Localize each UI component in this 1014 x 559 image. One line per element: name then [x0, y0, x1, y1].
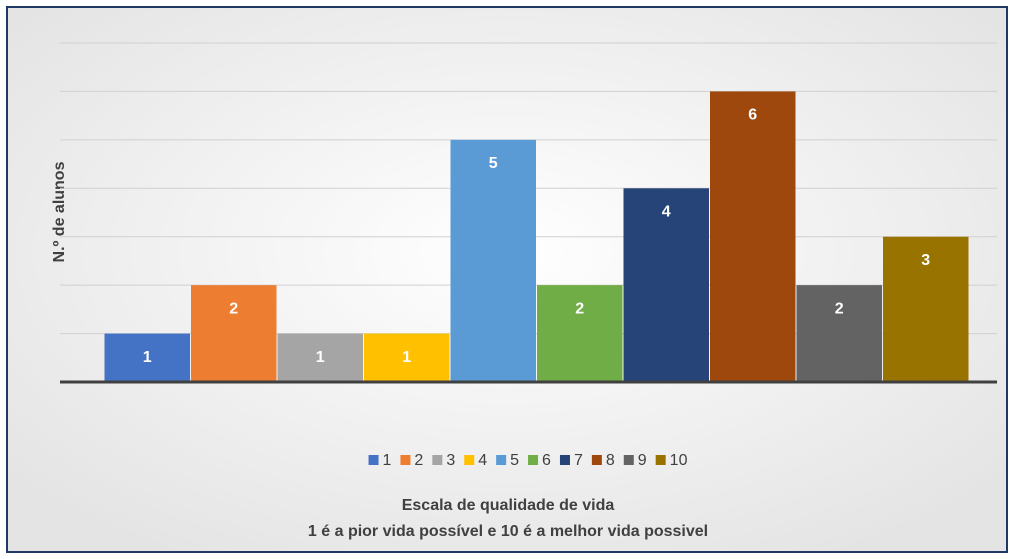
data-label: 1	[402, 349, 411, 366]
legend-swatch	[432, 455, 443, 465]
legend-swatch	[528, 455, 539, 465]
legend-swatch	[464, 455, 475, 465]
x-axis-label: 1 é a pior vida possível e 10 é a melhor…	[308, 523, 708, 540]
bar	[537, 285, 623, 382]
legend-label: 10	[670, 452, 688, 469]
legend-swatch	[400, 455, 411, 465]
bar	[623, 188, 709, 382]
x-axis-label: Escala de qualidade de vida	[402, 497, 615, 514]
bar	[796, 285, 882, 382]
bar	[104, 333, 190, 382]
legend-label: 7	[574, 452, 583, 469]
legend-swatch	[559, 455, 570, 465]
data-label: 2	[835, 300, 844, 317]
legend-swatch	[655, 455, 666, 465]
bar	[450, 139, 536, 382]
bar	[364, 333, 450, 382]
legend-label: 4	[478, 452, 487, 469]
bar	[710, 91, 796, 382]
legend-swatch	[591, 455, 602, 465]
legend-label: 6	[542, 452, 551, 469]
bar	[883, 236, 969, 382]
data-label: 1	[143, 349, 152, 366]
legend-label: 2	[414, 452, 423, 469]
data-label: 3	[921, 252, 930, 269]
legend-label: 1	[383, 452, 392, 469]
legend-swatch	[368, 455, 379, 465]
data-label: 1	[316, 349, 325, 366]
legend-label: 8	[606, 452, 615, 469]
data-label: 5	[489, 155, 498, 172]
bar	[191, 285, 277, 382]
bar	[277, 333, 363, 382]
y-axis-label: N.º de alunos	[51, 161, 68, 262]
legend-swatch	[496, 455, 507, 465]
data-label: 2	[575, 300, 584, 317]
legend-label: 5	[510, 452, 519, 469]
data-label: 2	[229, 300, 238, 317]
legend-label: 3	[446, 452, 455, 469]
data-label: 6	[748, 107, 757, 124]
legend-swatch	[623, 455, 634, 465]
data-label: 4	[662, 204, 671, 221]
legend-label: 9	[638, 452, 647, 469]
